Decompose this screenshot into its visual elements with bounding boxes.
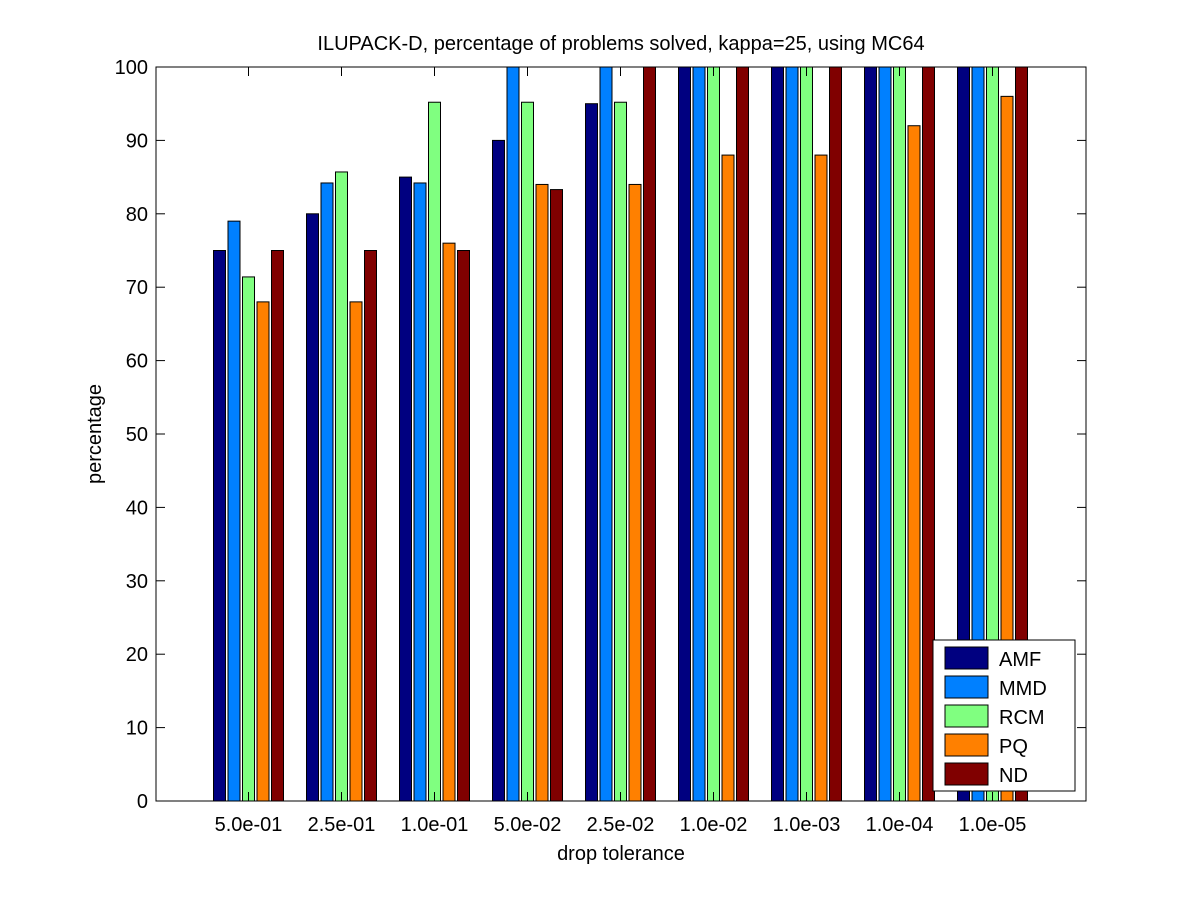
bar-rcm-7 — [893, 66, 906, 802]
y-axis-label: percentage — [84, 384, 106, 484]
bar-amf-5 — [678, 66, 691, 802]
bar-pq-3 — [535, 183, 549, 802]
x-tick-label: 5.0e-02 — [494, 814, 562, 836]
bar-pq-5 — [721, 154, 735, 802]
x-tick-label: 5.0e-01 — [215, 814, 283, 836]
bar-rcm-2 — [428, 101, 441, 802]
bar-rcm-3 — [521, 101, 534, 802]
bar-pq-4 — [628, 183, 642, 802]
bar-rcm-6 — [800, 66, 813, 802]
bar-nd-0 — [271, 250, 284, 802]
y-tick-label: 80 — [126, 204, 148, 226]
x-axis: 5.0e-01 2.5e-01 1.0e-01 5.0e-02 2.5e-02 1.0e-… — [215, 67, 1027, 836]
y-tick-label: 70 — [126, 277, 148, 299]
x-tick-label: 1.0e-03 — [773, 814, 841, 836]
legend-label-mmd: MMD — [999, 678, 1047, 700]
legend-label-nd: ND — [999, 765, 1028, 787]
legend-swatch-mmd — [944, 675, 989, 699]
legend-label-pq: PQ — [999, 736, 1028, 758]
y-tick-label: 20 — [126, 644, 148, 666]
x-axis-label: drop tolerance — [557, 843, 685, 865]
y-tick-label: 10 — [126, 718, 148, 740]
legend-swatch-nd — [944, 762, 989, 786]
bar-amf-0 — [213, 250, 226, 802]
bar-mmd-5 — [692, 66, 706, 802]
y-tick-label: 50 — [126, 424, 148, 446]
bar-rcm-1 — [335, 171, 348, 802]
legend-label-rcm: RCM — [999, 707, 1045, 729]
bar-amf-7 — [864, 66, 877, 802]
bar-mmd-3 — [506, 66, 520, 802]
bar-rcm-0 — [242, 276, 255, 802]
bars-group — [213, 66, 1028, 802]
bar-mmd-7 — [878, 66, 892, 802]
y-tick-label: 40 — [126, 497, 148, 519]
legend-label-amf: AMF — [999, 649, 1041, 671]
y-tick-label: 30 — [126, 571, 148, 593]
y-tick-label: 90 — [126, 130, 148, 152]
y-tick-label: 60 — [126, 351, 148, 373]
bar-mmd-4 — [599, 66, 613, 802]
bar-nd-6 — [829, 66, 842, 802]
bar-nd-4 — [643, 66, 656, 802]
legend-swatch-pq — [944, 733, 989, 757]
chart-title: ILUPACK-D, percentage of problems solved… — [317, 33, 924, 55]
bar-nd-1 — [364, 250, 377, 802]
bar-pq-6 — [814, 154, 828, 802]
y-tick-label: 100 — [115, 57, 148, 79]
bar-amf-1 — [306, 213, 319, 802]
y-axis: 0 10 20 30 40 50 60 70 80 90 100 — [115, 57, 1086, 813]
bar-rcm-5 — [707, 66, 720, 802]
legend-swatch-rcm — [944, 704, 989, 728]
bar-amf-3 — [492, 139, 505, 802]
bar-mmd-6 — [785, 66, 799, 802]
bar-pq-2 — [442, 242, 456, 802]
y-tick-label: 0 — [137, 791, 148, 813]
bar-mmd-0 — [227, 220, 241, 802]
bar-amf-4 — [585, 103, 598, 802]
x-tick-label: 1.0e-01 — [401, 814, 469, 836]
x-tick-label: 1.0e-05 — [959, 814, 1027, 836]
bar-mmd-2 — [413, 182, 427, 802]
x-tick-label: 2.5e-01 — [308, 814, 376, 836]
x-tick-label: 1.0e-02 — [680, 814, 748, 836]
bar-pq-7 — [907, 125, 921, 802]
bar-rcm-4 — [614, 101, 627, 802]
bar-mmd-1 — [320, 182, 334, 802]
bar-amf-2 — [399, 176, 412, 802]
bar-nd-5 — [736, 66, 749, 802]
x-tick-label: 2.5e-02 — [587, 814, 655, 836]
bar-amf-6 — [771, 66, 784, 802]
x-tick-label: 1.0e-04 — [866, 814, 934, 836]
legend-swatch-amf — [944, 646, 989, 670]
bar-nd-3 — [550, 189, 563, 802]
bar-nd-2 — [457, 250, 470, 802]
bar-pq-0 — [256, 301, 270, 802]
bar-pq-1 — [349, 301, 363, 802]
legend: AMF MMD RCM PQ ND — [932, 639, 1076, 792]
